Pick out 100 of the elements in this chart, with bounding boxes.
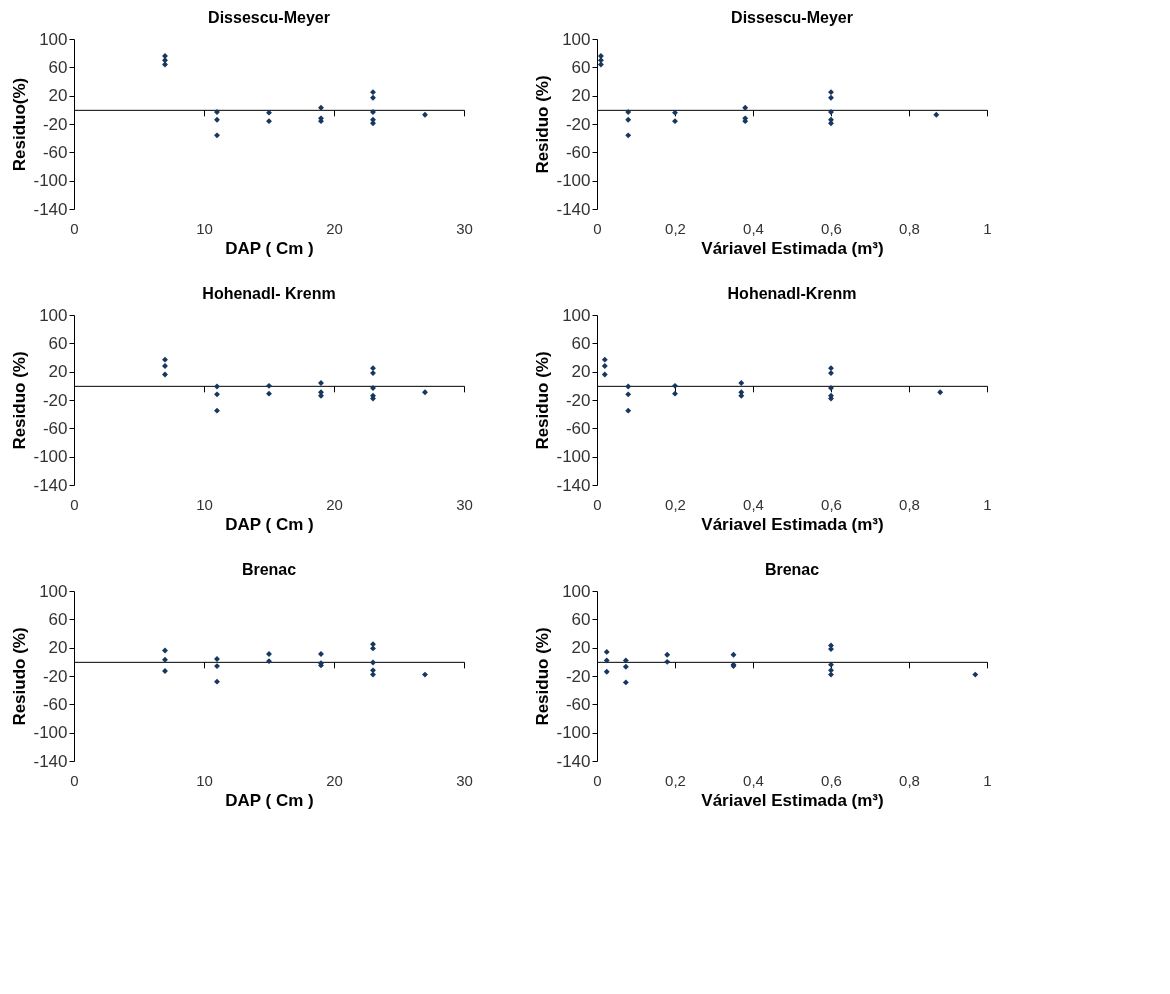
y-axis-title: Residuo (%) bbox=[533, 627, 553, 726]
point bbox=[162, 61, 168, 68]
point bbox=[730, 651, 737, 658]
point bbox=[162, 647, 168, 654]
point bbox=[214, 116, 220, 123]
point bbox=[664, 651, 671, 658]
x-tick-label: 0,8 bbox=[899, 219, 920, 237]
y-tick-label: 20 bbox=[571, 362, 591, 382]
point bbox=[214, 383, 220, 390]
point bbox=[597, 61, 604, 68]
y-tick-label: 100 bbox=[39, 29, 68, 49]
y-tick-label: -60 bbox=[42, 142, 68, 162]
point bbox=[214, 678, 220, 685]
y-tick-label: 20 bbox=[48, 638, 68, 658]
point bbox=[828, 120, 834, 127]
x-tick-label: 0 bbox=[593, 495, 602, 513]
y-tick-label: -20 bbox=[565, 114, 591, 134]
point bbox=[625, 391, 632, 398]
y-tick-label: 100 bbox=[562, 29, 591, 49]
x-tick-label: 0,6 bbox=[821, 219, 842, 237]
y-tick-label: -20 bbox=[42, 390, 68, 410]
point bbox=[828, 646, 834, 653]
point bbox=[162, 371, 168, 378]
point bbox=[625, 407, 632, 414]
point bbox=[972, 671, 979, 678]
point bbox=[370, 120, 376, 127]
point bbox=[597, 53, 604, 59]
point bbox=[625, 383, 632, 390]
x-tick-label: 0 bbox=[593, 771, 602, 789]
x-tick-label: 30 bbox=[456, 219, 473, 237]
x-tick-label: 0,8 bbox=[899, 771, 920, 789]
x-tick-label: 0,4 bbox=[743, 219, 764, 237]
point bbox=[162, 656, 168, 663]
y-axis-title: Residuo (%) bbox=[533, 351, 553, 450]
y-tick-label: -100 bbox=[33, 171, 68, 191]
x-tick-label: 10 bbox=[196, 219, 213, 237]
point bbox=[625, 132, 632, 139]
point bbox=[672, 118, 678, 125]
y-tick-label: -60 bbox=[565, 694, 591, 714]
x-tick-label: 0,8 bbox=[899, 495, 920, 513]
point bbox=[214, 407, 220, 414]
y-tick-label: -100 bbox=[33, 723, 68, 743]
chart-title: Hohenadl-Krenm bbox=[727, 285, 857, 302]
point bbox=[828, 94, 834, 101]
chart-title: Dissescu-Meyer bbox=[208, 9, 330, 26]
y-tick-label: -20 bbox=[42, 666, 68, 686]
point bbox=[266, 390, 272, 397]
point bbox=[933, 111, 940, 118]
x-tick-label: 1 bbox=[983, 495, 992, 513]
y-tick-label: -140 bbox=[556, 751, 591, 771]
point bbox=[601, 363, 608, 369]
point bbox=[828, 671, 834, 678]
x-tick-label: 0,2 bbox=[665, 219, 686, 237]
x-tick-label: 0 bbox=[70, 495, 79, 513]
point bbox=[266, 382, 272, 389]
y-tick-label: -140 bbox=[556, 199, 591, 219]
x-tick-label: 10 bbox=[196, 495, 213, 513]
x-tick-label: 30 bbox=[456, 495, 473, 513]
point bbox=[622, 663, 629, 670]
point bbox=[318, 104, 324, 111]
point bbox=[622, 679, 629, 686]
y-tick-label: 20 bbox=[48, 362, 68, 382]
point bbox=[742, 104, 749, 111]
point bbox=[266, 109, 272, 116]
y-tick-label: 20 bbox=[571, 86, 591, 106]
y-tick-label: 100 bbox=[39, 581, 68, 601]
y-tick-label: -100 bbox=[556, 447, 591, 467]
y-tick-label: 60 bbox=[571, 333, 591, 353]
y-axis-title: Resiudo (%) bbox=[10, 627, 30, 726]
point bbox=[370, 365, 376, 372]
point bbox=[370, 89, 376, 96]
point bbox=[266, 118, 272, 125]
y-tick-label: -100 bbox=[33, 447, 68, 467]
x-axis-title: DAP ( Cm ) bbox=[225, 790, 314, 810]
y-tick-label: 100 bbox=[562, 305, 591, 325]
point bbox=[603, 657, 610, 664]
point bbox=[214, 663, 220, 670]
point bbox=[828, 365, 834, 372]
point bbox=[422, 389, 428, 396]
point bbox=[266, 658, 272, 665]
chart-title: Dissescu-Meyer bbox=[731, 9, 853, 26]
x-tick-label: 0,4 bbox=[743, 771, 764, 789]
y-tick-label: -20 bbox=[565, 666, 591, 686]
x-tick-label: 0 bbox=[593, 219, 602, 237]
x-tick-label: 0,6 bbox=[821, 495, 842, 513]
point bbox=[370, 667, 376, 674]
y-tick-label: 100 bbox=[562, 581, 591, 601]
point bbox=[828, 370, 834, 377]
x-tick-label: 1 bbox=[983, 219, 992, 237]
point bbox=[672, 390, 678, 397]
chart-title: Hohenadl- Krenm bbox=[202, 285, 336, 302]
point bbox=[422, 111, 428, 118]
point bbox=[625, 109, 632, 115]
y-tick-label: -20 bbox=[42, 114, 68, 134]
y-tick-label: -140 bbox=[33, 751, 68, 771]
point bbox=[603, 648, 610, 655]
point bbox=[738, 380, 745, 386]
y-tick-label: 60 bbox=[571, 609, 591, 629]
point bbox=[214, 109, 220, 115]
point bbox=[370, 659, 376, 666]
